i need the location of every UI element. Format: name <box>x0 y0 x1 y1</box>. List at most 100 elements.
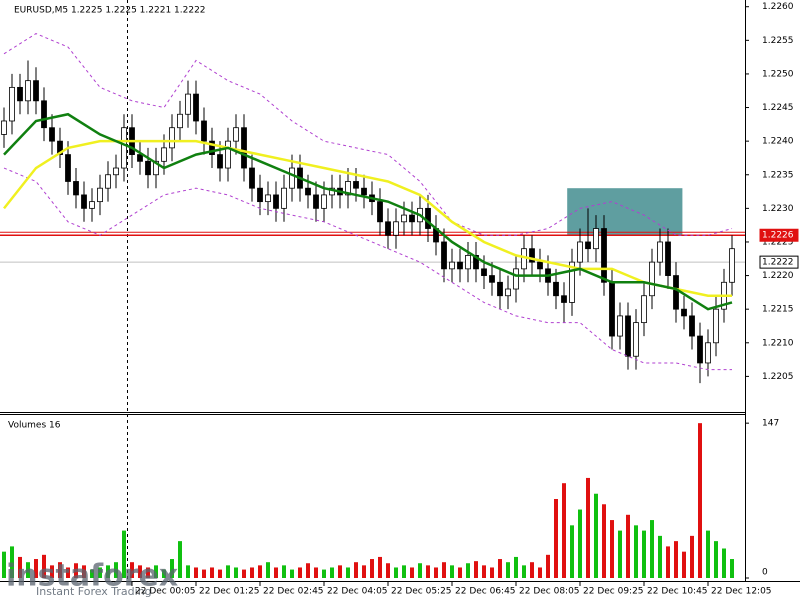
candle-body <box>1 120 7 135</box>
price-level-label: 1.2222 <box>762 258 794 268</box>
volume-bar <box>482 565 486 578</box>
volume-bar <box>186 565 190 578</box>
volume-bar <box>42 554 46 578</box>
x-tick-label: 22 Dec 00:05 <box>135 587 196 597</box>
volume-bar <box>274 567 278 578</box>
candle-body <box>641 295 647 324</box>
volume-bar <box>106 565 110 578</box>
candle-body <box>33 80 39 102</box>
volume-bar <box>658 535 662 578</box>
candle-body <box>81 194 87 209</box>
candle-body <box>153 160 159 176</box>
volume-bar <box>178 541 182 578</box>
volume-bar <box>538 567 542 578</box>
volume-bar <box>490 567 494 578</box>
volume-bar <box>626 514 630 578</box>
chart-title: EURUSD,M5 1.2225 1.2225 1.2221 1.2222 <box>14 6 206 16</box>
candle-body <box>513 268 519 290</box>
volume-bar <box>282 565 286 578</box>
volume-bar <box>234 567 238 578</box>
y-tick-label: 1.2240 <box>762 137 794 147</box>
volume-bar <box>506 562 510 578</box>
volume-bar <box>338 565 342 578</box>
candle-body <box>281 187 287 209</box>
y-tick-label: 1.2215 <box>762 305 794 315</box>
volume-bar <box>346 567 350 578</box>
volume-bar <box>18 556 22 578</box>
volume-bar <box>226 565 230 578</box>
candle-body <box>9 86 15 122</box>
volume-bar <box>402 565 406 578</box>
volume-bar <box>170 559 174 578</box>
volume-bar <box>666 546 670 578</box>
price-level-box <box>759 255 799 269</box>
volume-bar <box>578 509 582 578</box>
candle-body <box>113 167 119 176</box>
volume-bar <box>570 525 574 578</box>
volume-bar <box>66 567 70 578</box>
volume-bar <box>546 554 550 578</box>
candle-body <box>489 275 495 283</box>
candle-body <box>473 255 479 270</box>
x-tick-label: 22 Dec 08:05 <box>519 587 580 597</box>
x-tick-label: 22 Dec 05:25 <box>391 587 452 597</box>
price-level-label: 1.2226 <box>762 231 794 241</box>
volume-bar <box>674 541 678 578</box>
candle-body <box>665 241 671 276</box>
volume-bar <box>330 567 334 578</box>
volume-bar <box>730 559 734 578</box>
candle-body <box>209 140 215 155</box>
y-tick-label: 1.2250 <box>762 69 794 79</box>
volume-bar <box>474 561 478 578</box>
volume-bar <box>458 567 462 578</box>
y-tick-label: 1.2225 <box>762 237 794 247</box>
volume-bar <box>698 423 702 578</box>
volume-bar <box>122 530 126 578</box>
volume-bar <box>242 569 246 578</box>
candle-body <box>729 248 735 283</box>
x-tick-label: 22 Dec 01:25 <box>199 587 260 597</box>
candle-body <box>161 147 167 162</box>
volume-bar <box>34 559 38 578</box>
candle-body <box>449 261 455 270</box>
volume-bar <box>314 567 318 578</box>
volume-bar <box>498 559 502 578</box>
candle-body <box>649 261 655 297</box>
x-tick-label: 22 Dec 12:05 <box>711 587 772 597</box>
candle-body <box>529 248 535 263</box>
candle-body <box>585 241 591 250</box>
y-tick-label: 1.2245 <box>762 103 794 113</box>
candle-body <box>465 255 471 270</box>
volume-bar <box>266 562 270 578</box>
candle-body <box>713 308 719 344</box>
candle-body <box>361 187 367 196</box>
volume-bar <box>154 565 158 578</box>
x-tick-label: 22 Dec 04:05 <box>327 587 388 597</box>
candle-body <box>425 207 431 229</box>
volume-bar <box>10 546 14 578</box>
candle-body <box>201 120 207 142</box>
candle-body <box>625 315 631 357</box>
candle-body <box>97 187 103 203</box>
volume-bar <box>362 565 366 578</box>
volume-bar <box>258 565 262 578</box>
candle-body <box>145 160 151 176</box>
y-tick-label: 1.2255 <box>762 36 794 46</box>
volume-bar <box>634 525 638 578</box>
candle-body <box>289 167 295 189</box>
volume-bar <box>250 567 254 578</box>
candle-body <box>233 127 239 142</box>
candle-body <box>121 127 127 169</box>
volume-bar <box>642 530 646 578</box>
candle-body <box>481 268 487 276</box>
candle-body <box>25 80 31 102</box>
candle-body <box>345 181 351 196</box>
candle-body <box>697 335 703 364</box>
volume-bar <box>434 567 438 578</box>
candle-body <box>521 248 527 270</box>
volume-bar <box>514 556 518 578</box>
volume-bar <box>386 563 390 578</box>
candle-body <box>273 194 279 209</box>
candle-body <box>569 261 575 303</box>
